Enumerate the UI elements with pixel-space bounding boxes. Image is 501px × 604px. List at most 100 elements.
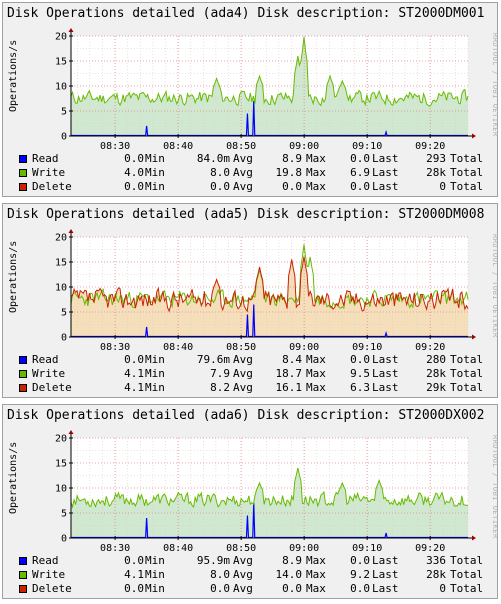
legend-avg-label: Avg <box>233 180 253 193</box>
legend-row-write: Write 4.0 Min 8.0 Avg 19.8 Max 6.9 Last 28k Total <box>19 166 495 180</box>
legend-min: 95.9m <box>196 554 230 567</box>
legend-last-label: Last <box>372 554 399 567</box>
y-tick-label: 0 <box>61 132 67 143</box>
legend-total: Total <box>450 582 484 595</box>
series-delete-area <box>71 256 468 337</box>
y-tick-label: 15 <box>55 258 67 269</box>
legend: Read 0.0 Min 95.9m Avg 8.9 Max 0.0 Last 336 Total W… <box>19 554 495 596</box>
legend-avg: 19.8 <box>275 166 303 179</box>
legend-swatch-read <box>19 155 27 163</box>
legend-avg: 0.0 <box>282 180 302 193</box>
legend-last-label: Last <box>372 568 399 581</box>
legend-current: 4.1 <box>124 367 144 380</box>
legend-current: 4.0 <box>124 166 144 179</box>
rrdtool-watermark: RRDTOOL / TOBI OETIKER <box>491 33 499 137</box>
x-tick-label: 09:10 <box>352 342 382 353</box>
legend-avg: 16.1 <box>275 381 303 394</box>
legend-swatch-delete <box>19 183 27 191</box>
legend-current: 0.0 <box>124 554 144 567</box>
legend-last-label: Last <box>372 152 399 165</box>
x-tick-label: 09:20 <box>415 141 445 152</box>
legend-avg-label: Avg <box>233 152 253 165</box>
legend-row-delete: Delete 0.0 Min 0.0 Avg 0.0 Max 0.0 Last 0 Total <box>19 582 495 596</box>
y-tick-label: 20 <box>55 434 67 445</box>
x-axis-arrow <box>472 535 476 541</box>
legend-row-read: Read 0.0 Min 84.0m Avg 8.9 Max 0.0 Last 293 Total <box>19 152 495 166</box>
legend-row-read: Read 0.0 Min 95.9m Avg 8.9 Max 0.0 Last 336 Total <box>19 554 495 568</box>
legend-min: 8.0 <box>210 166 230 179</box>
legend-current: 4.1 <box>124 568 144 581</box>
legend-avg-label: Avg <box>233 568 253 581</box>
chart-svg: 0 5 10 15 20 08:30 08:40 08:50 09:00 09:10 09:20 <box>55 229 476 353</box>
legend-min: 8.2 <box>210 381 230 394</box>
x-tick-label: 08:50 <box>226 141 256 152</box>
legend-max-label: Max <box>306 180 326 193</box>
legend-min-label: Min <box>145 353 165 366</box>
legend-current: 0.0 <box>124 353 144 366</box>
legend-max-label: Max <box>306 152 326 165</box>
x-tick-label: 09:00 <box>289 141 319 152</box>
x-tick-label: 08:50 <box>226 543 256 554</box>
legend-name: Read <box>32 554 59 567</box>
y-tick-label: 10 <box>55 484 67 495</box>
legend-max-label: Max <box>306 367 326 380</box>
legend-total: Total <box>450 152 484 165</box>
y-axis-arrow <box>68 229 74 233</box>
legend-current: 0.0 <box>124 180 144 193</box>
legend-row-write: Write 4.1 Min 7.9 Avg 18.7 Max 9.5 Last 28k Total <box>19 367 495 381</box>
legend-max: 0.0 <box>350 152 370 165</box>
graph-panel: 0 5 10 15 20 08:30 08:40 08:50 09:00 09:10 09:20 Di… <box>2 203 499 398</box>
y-tick-label: 15 <box>55 57 67 68</box>
graph-panel: 0 5 10 15 20 08:30 08:40 08:50 09:00 09:10 09:20 Di… <box>2 2 499 197</box>
legend-avg-label: Avg <box>233 381 253 394</box>
legend-avg-label: Avg <box>233 367 253 380</box>
legend-max: 9.5 <box>350 367 370 380</box>
legend-avg: 8.9 <box>282 152 302 165</box>
legend-last: 28k <box>426 568 446 581</box>
chart-title: Disk Operations detailed (ada4) Disk des… <box>7 6 485 21</box>
legend-max: 0.0 <box>350 180 370 193</box>
legend-row-write: Write 4.1 Min 8.0 Avg 14.0 Max 9.2 Last 28k Total <box>19 568 495 582</box>
legend: Read 0.0 Min 84.0m Avg 8.9 Max 0.0 Last 293 Total W… <box>19 152 495 194</box>
legend-last: 293 <box>426 152 446 165</box>
y-axis-arrow <box>68 28 74 32</box>
y-tick-label: 5 <box>61 107 67 118</box>
chart-svg: 0 5 10 15 20 08:30 08:40 08:50 09:00 09:10 09:20 <box>55 430 476 554</box>
legend-avg-label: Avg <box>233 582 253 595</box>
legend-min-label: Min <box>145 582 165 595</box>
legend-total: Total <box>450 367 484 380</box>
legend-max-label: Max <box>306 582 326 595</box>
legend-total: Total <box>450 180 484 193</box>
legend-max-label: Max <box>306 381 326 394</box>
y-tick-label: 20 <box>55 233 67 244</box>
x-tick-label: 09:10 <box>352 141 382 152</box>
legend-last: 0 <box>439 582 446 595</box>
x-tick-label: 08:40 <box>163 342 193 353</box>
legend-name: Delete <box>32 180 72 193</box>
legend-min: 0.0 <box>210 180 230 193</box>
x-tick-label: 09:20 <box>415 342 445 353</box>
legend-max: 0.0 <box>350 554 370 567</box>
legend-last-label: Last <box>372 353 399 366</box>
legend: Read 0.0 Min 79.6m Avg 8.4 Max 0.0 Last 280 Total W… <box>19 353 495 395</box>
legend-last: 28k <box>426 367 446 380</box>
legend-last-label: Last <box>372 381 399 394</box>
legend-total: Total <box>450 554 484 567</box>
legend-name: Write <box>32 568 66 581</box>
legend-max: 6.9 <box>350 166 370 179</box>
legend-avg-label: Avg <box>233 166 253 179</box>
rrdtool-watermark: RRDTOOL / TOBI OETIKER <box>491 234 499 338</box>
x-tick-label: 08:40 <box>163 141 193 152</box>
legend-max: 9.2 <box>350 568 370 581</box>
legend-current: 0.0 <box>124 582 144 595</box>
legend-avg: 8.9 <box>282 554 302 567</box>
x-tick-label: 09:20 <box>415 543 445 554</box>
x-tick-label: 09:00 <box>289 342 319 353</box>
legend-min-label: Min <box>145 554 165 567</box>
y-tick-label: 5 <box>61 308 67 319</box>
legend-min-label: Min <box>145 152 165 165</box>
legend-avg: 0.0 <box>282 582 302 595</box>
legend-current: 0.0 <box>124 152 144 165</box>
x-tick-label: 09:10 <box>352 543 382 554</box>
